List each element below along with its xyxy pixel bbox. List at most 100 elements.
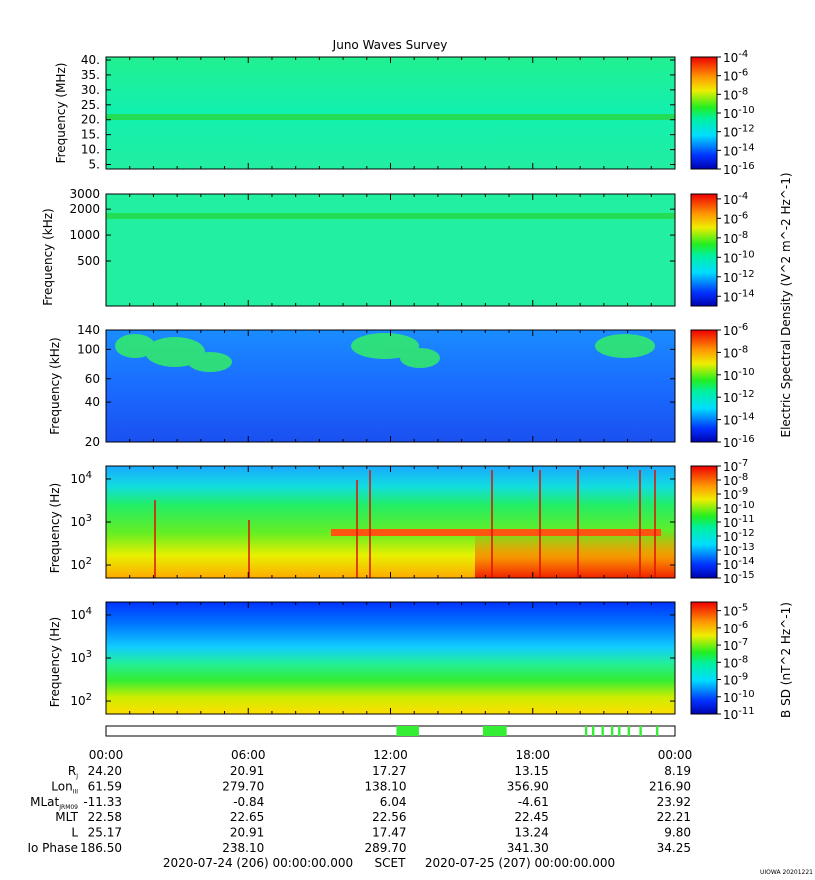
y-tick-label: 40. <box>81 53 100 67</box>
ephemeris-value: 22.65 <box>230 810 264 824</box>
event-segment <box>656 726 659 736</box>
panel-2-x-ticks <box>105 194 676 306</box>
ephemeris-value: 61.59 <box>88 779 122 793</box>
panel-5-plot-area <box>106 602 675 714</box>
ephemeris-value: 25.17 <box>88 826 122 840</box>
ephemeris-value: 13.15 <box>514 764 548 778</box>
colorbar-3: 10-6 10-8 10-10 10-12 10-14 10-16 <box>690 322 755 450</box>
y-tick-label: 104 <box>70 470 92 486</box>
ephemeris-value: 22.45 <box>514 810 548 824</box>
event-segment <box>639 726 642 736</box>
panel-1-spectrogram: 5.10.15.20.25.30.35.40. Frequency (MHz) <box>54 53 676 172</box>
event-bar <box>105 725 676 737</box>
ephemeris-value: 20.91 <box>230 826 264 840</box>
panel-1-ylabel: Frequency (MHz) <box>54 63 68 164</box>
colorbar-tick-label: 10-5 <box>723 603 748 619</box>
ephemeris-table: RJ 24.20 20.91 17.27 13.15 8.19 LonIII 61.59 279… <box>27 764 691 855</box>
colorbar-tick-label: 10-4 <box>723 191 748 207</box>
panel-4-y-ticks: 102 103 104 <box>70 470 675 572</box>
colorbar-tick-label: 10-8 <box>723 86 748 102</box>
colorbar-1: 10-4 10-6 10-8 10-10 10-12 10-14 10-16 <box>690 49 755 177</box>
ephemeris-value: 289.70 <box>365 841 407 855</box>
colorbar-tick-label: 10-14 <box>723 142 755 158</box>
colorbar-tick-label: 10-10 <box>723 367 755 383</box>
panel-3-patches <box>115 333 655 372</box>
panel-2-ylabel: Frequency (kHz) <box>41 208 55 305</box>
ephemeris-row-sub: III <box>73 788 79 795</box>
colorbar-tick-label: 10-12 <box>723 124 755 140</box>
y-tick-label: 20 <box>85 435 100 449</box>
colorbar-tick-label: 10-6 <box>723 322 748 338</box>
x-axis-labels: 00:00 06:00 12:00 18:00 00:00 <box>89 748 693 762</box>
panel-2-feature-band <box>106 213 675 219</box>
ephemeris-value: 186.50 <box>80 841 122 855</box>
event-segment <box>601 726 604 736</box>
panel-3-x-ticks <box>105 330 676 442</box>
colorbar-tick-label: 10-8 <box>723 344 748 360</box>
y-tick-label: 15. <box>81 128 100 142</box>
panel-4-spectrogram: 102 103 104 Frequency (Hz) <box>48 465 676 579</box>
ephemeris-value: 6.04 <box>380 795 407 809</box>
y-tick-label: 25. <box>81 98 100 112</box>
y-tick-label: 10. <box>81 143 100 157</box>
ephemeris-row-sub: JRM09 <box>58 804 78 811</box>
event-segment <box>482 726 507 736</box>
y-tick-label: 5. <box>89 158 100 172</box>
colorbar-electric-title: Electric Spectral Density (V^2 m^-2 Hz^-… <box>779 172 793 437</box>
footer-start-time: 2020-07-24 (206) 00:00:00.000 <box>163 856 353 870</box>
event-bar-segments <box>396 726 659 736</box>
y-tick-label: 102 <box>70 692 92 708</box>
y-tick-label: 35. <box>81 68 100 82</box>
event-segment <box>584 726 588 736</box>
y-tick-label: 100 <box>77 342 100 356</box>
colorbar-tick-label: 10-4 <box>723 49 748 65</box>
ephemeris-row-sub: J <box>75 773 78 780</box>
x-tick-label: 06:00 <box>231 748 266 762</box>
ephemeris-value: 8.19 <box>664 764 691 778</box>
panel-4-feature-band <box>331 529 661 536</box>
panel-3-y-ticks: 20 40 60 100 140 <box>77 323 675 449</box>
colorbar-tick-label: 10-11 <box>723 706 755 722</box>
panel-3-spectrogram: 20 40 60 100 140 Frequency (kHz) <box>48 323 676 449</box>
colorbar-tick-label: 10-16 <box>723 434 755 450</box>
ephemeris-row-label: L <box>71 826 78 840</box>
y-tick-label: 500 <box>77 254 100 268</box>
ephemeris-row-label: MLT <box>55 810 78 824</box>
ephemeris-row-label: MLatJRM09 <box>30 795 78 811</box>
panel-1-x-ticks <box>105 57 676 169</box>
ephemeris-value: -0.84 <box>233 795 264 809</box>
colorbar-tick-label: 10-6 <box>723 620 748 636</box>
ephemeris-value: 138.10 <box>365 779 407 793</box>
colorbar-tick-label: 10-14 <box>723 288 755 304</box>
figure-title: Juno Waves Survey <box>332 38 448 52</box>
x-tick-label: 12:00 <box>373 748 408 762</box>
colorbar-tick-label: 10-6 <box>723 210 748 226</box>
x-tick-label: 00:00 <box>658 748 693 762</box>
y-tick-label: 104 <box>70 606 92 622</box>
panel-2-plot-area <box>106 194 675 306</box>
figure-credit: UIOWA 20201221 <box>760 869 813 876</box>
ephemeris-value: 279.70 <box>222 779 264 793</box>
ephemeris-value: 13.24 <box>514 826 548 840</box>
y-tick-label: 103 <box>70 513 92 529</box>
colorbar-2: 10-4 10-6 10-8 10-10 10-12 10-14 <box>690 191 755 307</box>
colorbar-magnetic-title: B SD (nT^2 Hz^-1) <box>779 602 793 718</box>
colorbar-1-ticks: 10-4 10-6 10-8 10-10 10-12 10-14 10-16 <box>717 49 755 177</box>
x-tick-label: 18:00 <box>515 748 550 762</box>
panel-4-spikes <box>154 470 656 578</box>
event-segment <box>396 726 419 736</box>
ephemeris-value: 23.92 <box>657 795 691 809</box>
ephemeris-value: 341.30 <box>507 841 549 855</box>
colorbar-4-ticks: 10-710-810-910-1010-1110-1210-1310-1410-… <box>717 458 755 586</box>
colorbar-tick-label: 10-10 <box>723 249 755 265</box>
ephemeris-value: 238.10 <box>222 841 264 855</box>
panel-4-x-ticks <box>105 466 676 578</box>
colorbar-tick-label: 10-10 <box>723 105 755 121</box>
panel-3-ylabel: Frequency (kHz) <box>48 337 62 434</box>
y-tick-label: 2000 <box>69 202 100 216</box>
colorbar-tick-label: 10-9 <box>723 672 748 688</box>
